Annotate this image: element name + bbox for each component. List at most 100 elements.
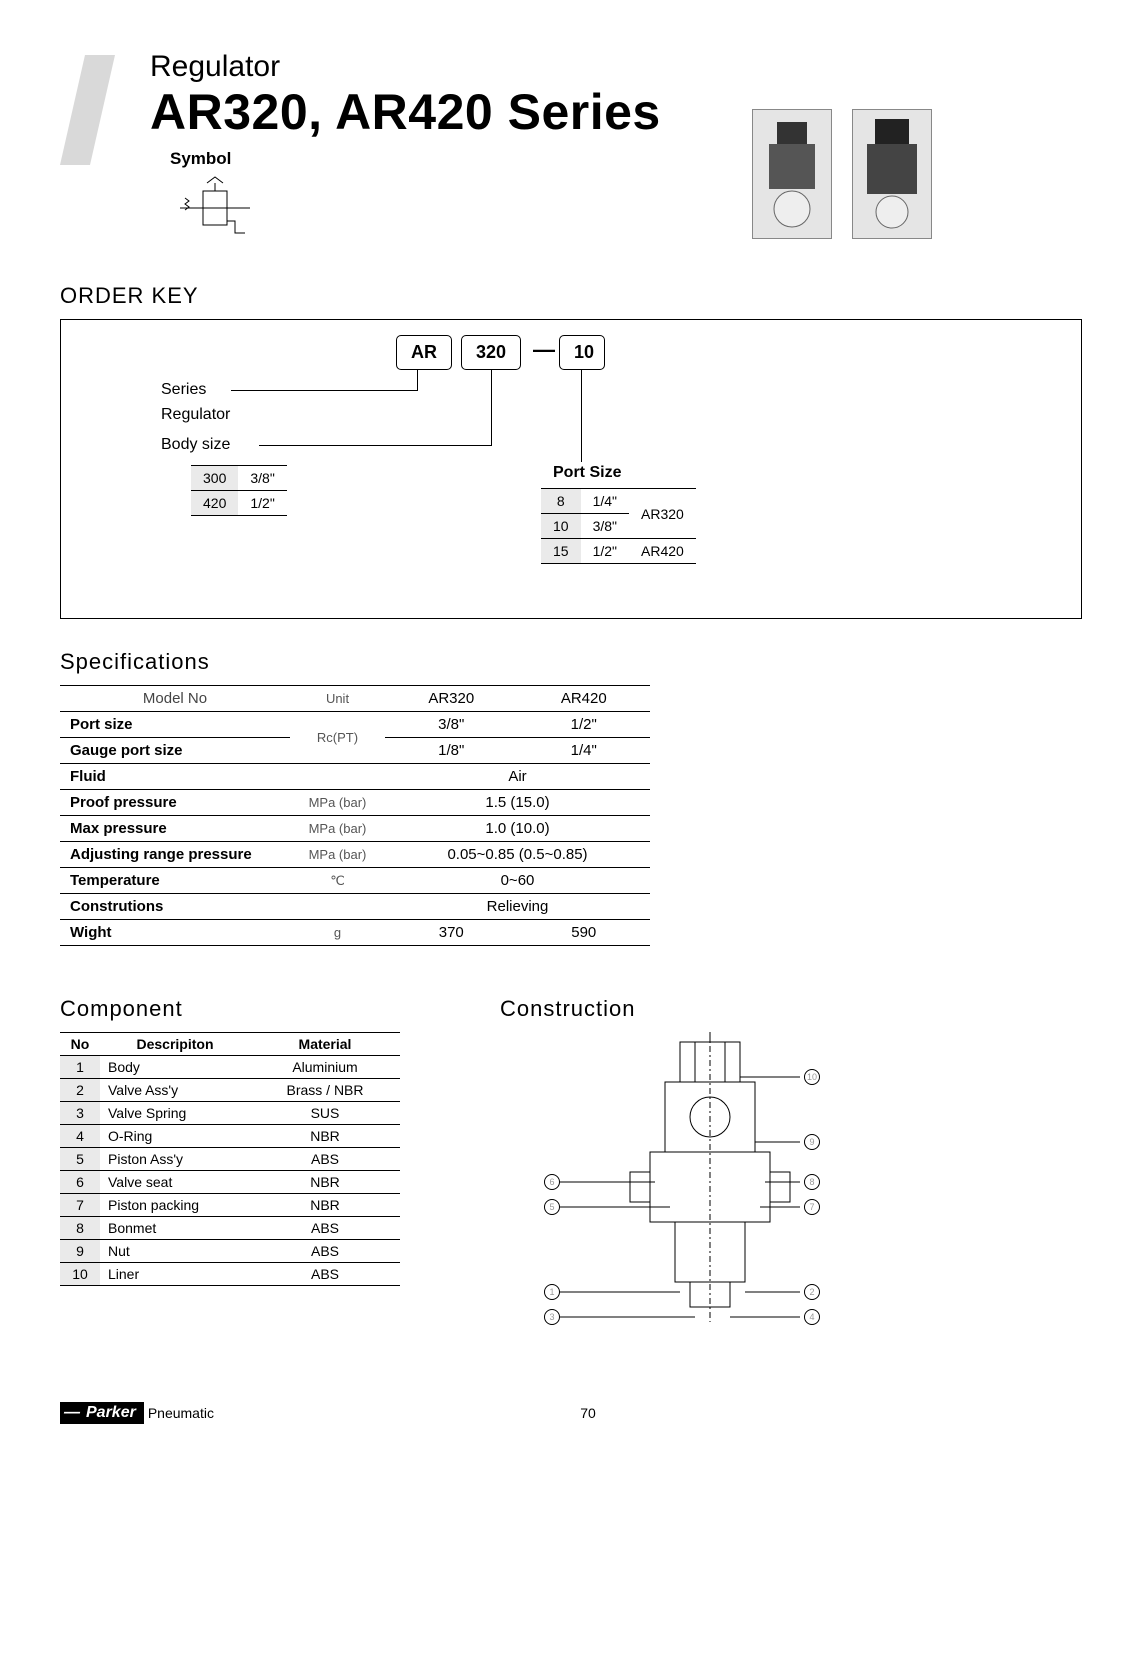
spec-value: 370 xyxy=(385,920,518,946)
orderkey-box: AR 320 — 10 Series Regulator Body size 3… xyxy=(60,319,1082,619)
spec-unit xyxy=(290,894,385,920)
callout-5: 5 xyxy=(544,1199,560,1215)
orderkey-dash: — xyxy=(533,337,555,363)
component-no: 2 xyxy=(60,1079,100,1102)
orderkey-bodysize-table: 3003/8" 4201/2" xyxy=(191,465,287,516)
component-no: 3 xyxy=(60,1102,100,1125)
component-no: 8 xyxy=(60,1217,100,1240)
orderkey-code-series: AR xyxy=(396,335,452,370)
orderkey-series-label: Series xyxy=(161,381,206,399)
component-material: Brass / NBR xyxy=(250,1079,400,1102)
component-material: NBR xyxy=(250,1171,400,1194)
callout-2: 2 xyxy=(804,1284,820,1300)
callout-10: 10 xyxy=(804,1069,820,1085)
callout-3: 3 xyxy=(544,1309,560,1325)
specs-head-unit: Unit xyxy=(290,686,385,712)
component-desc: Nut xyxy=(100,1240,250,1263)
component-no: 1 xyxy=(60,1056,100,1079)
component-head-no: No xyxy=(60,1033,100,1056)
component-material: ABS xyxy=(250,1263,400,1286)
table-cell: 3/8" xyxy=(581,514,629,539)
spec-value: 1/8" xyxy=(385,738,518,764)
component-material: Aluminium xyxy=(250,1056,400,1079)
orderkey-code-port: 10 xyxy=(559,335,605,370)
orderkey-heading: ORDER KEY xyxy=(60,283,1082,309)
spec-row-label: Temperature xyxy=(60,868,290,894)
component-material: NBR xyxy=(250,1194,400,1217)
spec-unit: ℃ xyxy=(290,868,385,894)
orderkey-code-body: 320 xyxy=(461,335,521,370)
callout-9: 9 xyxy=(804,1134,820,1150)
component-no: 9 xyxy=(60,1240,100,1263)
spec-value: 1.5 (15.0) xyxy=(385,790,650,816)
component-desc: Bonmet xyxy=(100,1217,250,1240)
component-heading: Component xyxy=(60,996,440,1022)
table-cell: 1/2" xyxy=(581,539,629,564)
specs-head-m1: AR320 xyxy=(385,686,518,712)
component-desc: Valve Ass'y xyxy=(100,1079,250,1102)
component-no: 7 xyxy=(60,1194,100,1217)
specs-table: Model No Unit AR320 AR420 Port sizeRc(PT… xyxy=(60,685,650,946)
page-subtitle: Regulator xyxy=(150,50,1082,83)
component-material: ABS xyxy=(250,1240,400,1263)
product-image-ar420 xyxy=(852,109,932,239)
component-desc: Liner xyxy=(100,1263,250,1286)
table-cell: 10 xyxy=(541,514,581,539)
spec-row-label: Gauge port size xyxy=(60,738,290,764)
spec-row-label: Proof pressure xyxy=(60,790,290,816)
specs-head-model: Model No xyxy=(60,686,290,712)
specs-head-m2: AR420 xyxy=(518,686,651,712)
orderkey-portsize-table: Port Size 8 1/4" AR320 10 3/8" 15 1/2" A… xyxy=(541,460,696,564)
product-image-ar320 xyxy=(752,109,832,239)
component-desc: Valve Spring xyxy=(100,1102,250,1125)
table-cell: 3/8" xyxy=(238,466,286,491)
component-material: ABS xyxy=(250,1217,400,1240)
orderkey-series-value: Regulator xyxy=(161,406,230,424)
callout-6: 6 xyxy=(544,1174,560,1190)
callout-4: 4 xyxy=(804,1309,820,1325)
spec-row-label: Wight xyxy=(60,920,290,946)
component-desc: O-Ring xyxy=(100,1125,250,1148)
spec-row-label: Adjusting range pressure xyxy=(60,842,290,868)
spec-value: 1.0 (10.0) xyxy=(385,816,650,842)
component-table: No Descripiton Material 1BodyAluminium2V… xyxy=(60,1032,400,1286)
spec-value: 0~60 xyxy=(385,868,650,894)
orderkey-bodysize-label: Body size xyxy=(161,436,230,454)
construction-heading: Construction xyxy=(500,996,1082,1022)
spec-value: 3/8" xyxy=(385,712,518,738)
page-footer: —Parker Pneumatic 70 xyxy=(60,1402,1082,1424)
table-cell: 15 xyxy=(541,539,581,564)
component-head-desc: Descripiton xyxy=(100,1033,250,1056)
component-material: SUS xyxy=(250,1102,400,1125)
component-no: 6 xyxy=(60,1171,100,1194)
spec-value: 1/2" xyxy=(518,712,651,738)
component-no: 5 xyxy=(60,1148,100,1171)
symbol-icon xyxy=(170,173,260,248)
spec-unit: g xyxy=(290,920,385,946)
spec-unit xyxy=(290,764,385,790)
footer-brand-after: Pneumatic xyxy=(148,1405,214,1421)
spec-unit: MPa (bar) xyxy=(290,842,385,868)
component-desc: Valve seat xyxy=(100,1171,250,1194)
construction-drawing: 6 5 1 3 10 9 8 7 2 4 xyxy=(500,1032,920,1352)
table-cell: AR320 xyxy=(629,489,696,539)
spec-value: 0.05~0.85 (0.5~0.85) xyxy=(385,842,650,868)
spec-row-label: Construtions xyxy=(60,894,290,920)
table-cell: 8 xyxy=(541,489,581,514)
table-cell: 300 xyxy=(191,466,238,491)
component-material: ABS xyxy=(250,1148,400,1171)
spec-value: 1/4" xyxy=(518,738,651,764)
callout-1: 1 xyxy=(544,1284,560,1300)
footer-page-number: 70 xyxy=(214,1405,962,1421)
spec-unit: MPa (bar) xyxy=(290,816,385,842)
component-head-mat: Material xyxy=(250,1033,400,1056)
spec-value: Relieving xyxy=(385,894,650,920)
callout-8: 8 xyxy=(804,1174,820,1190)
spec-unit: Rc(PT) xyxy=(290,712,385,764)
callout-7: 7 xyxy=(804,1199,820,1215)
table-cell: 420 xyxy=(191,491,238,516)
specs-heading: Specifications xyxy=(60,649,1082,675)
table-cell: 1/4" xyxy=(581,489,629,514)
brand-text: Parker xyxy=(86,1404,136,1422)
component-no: 10 xyxy=(60,1263,100,1286)
